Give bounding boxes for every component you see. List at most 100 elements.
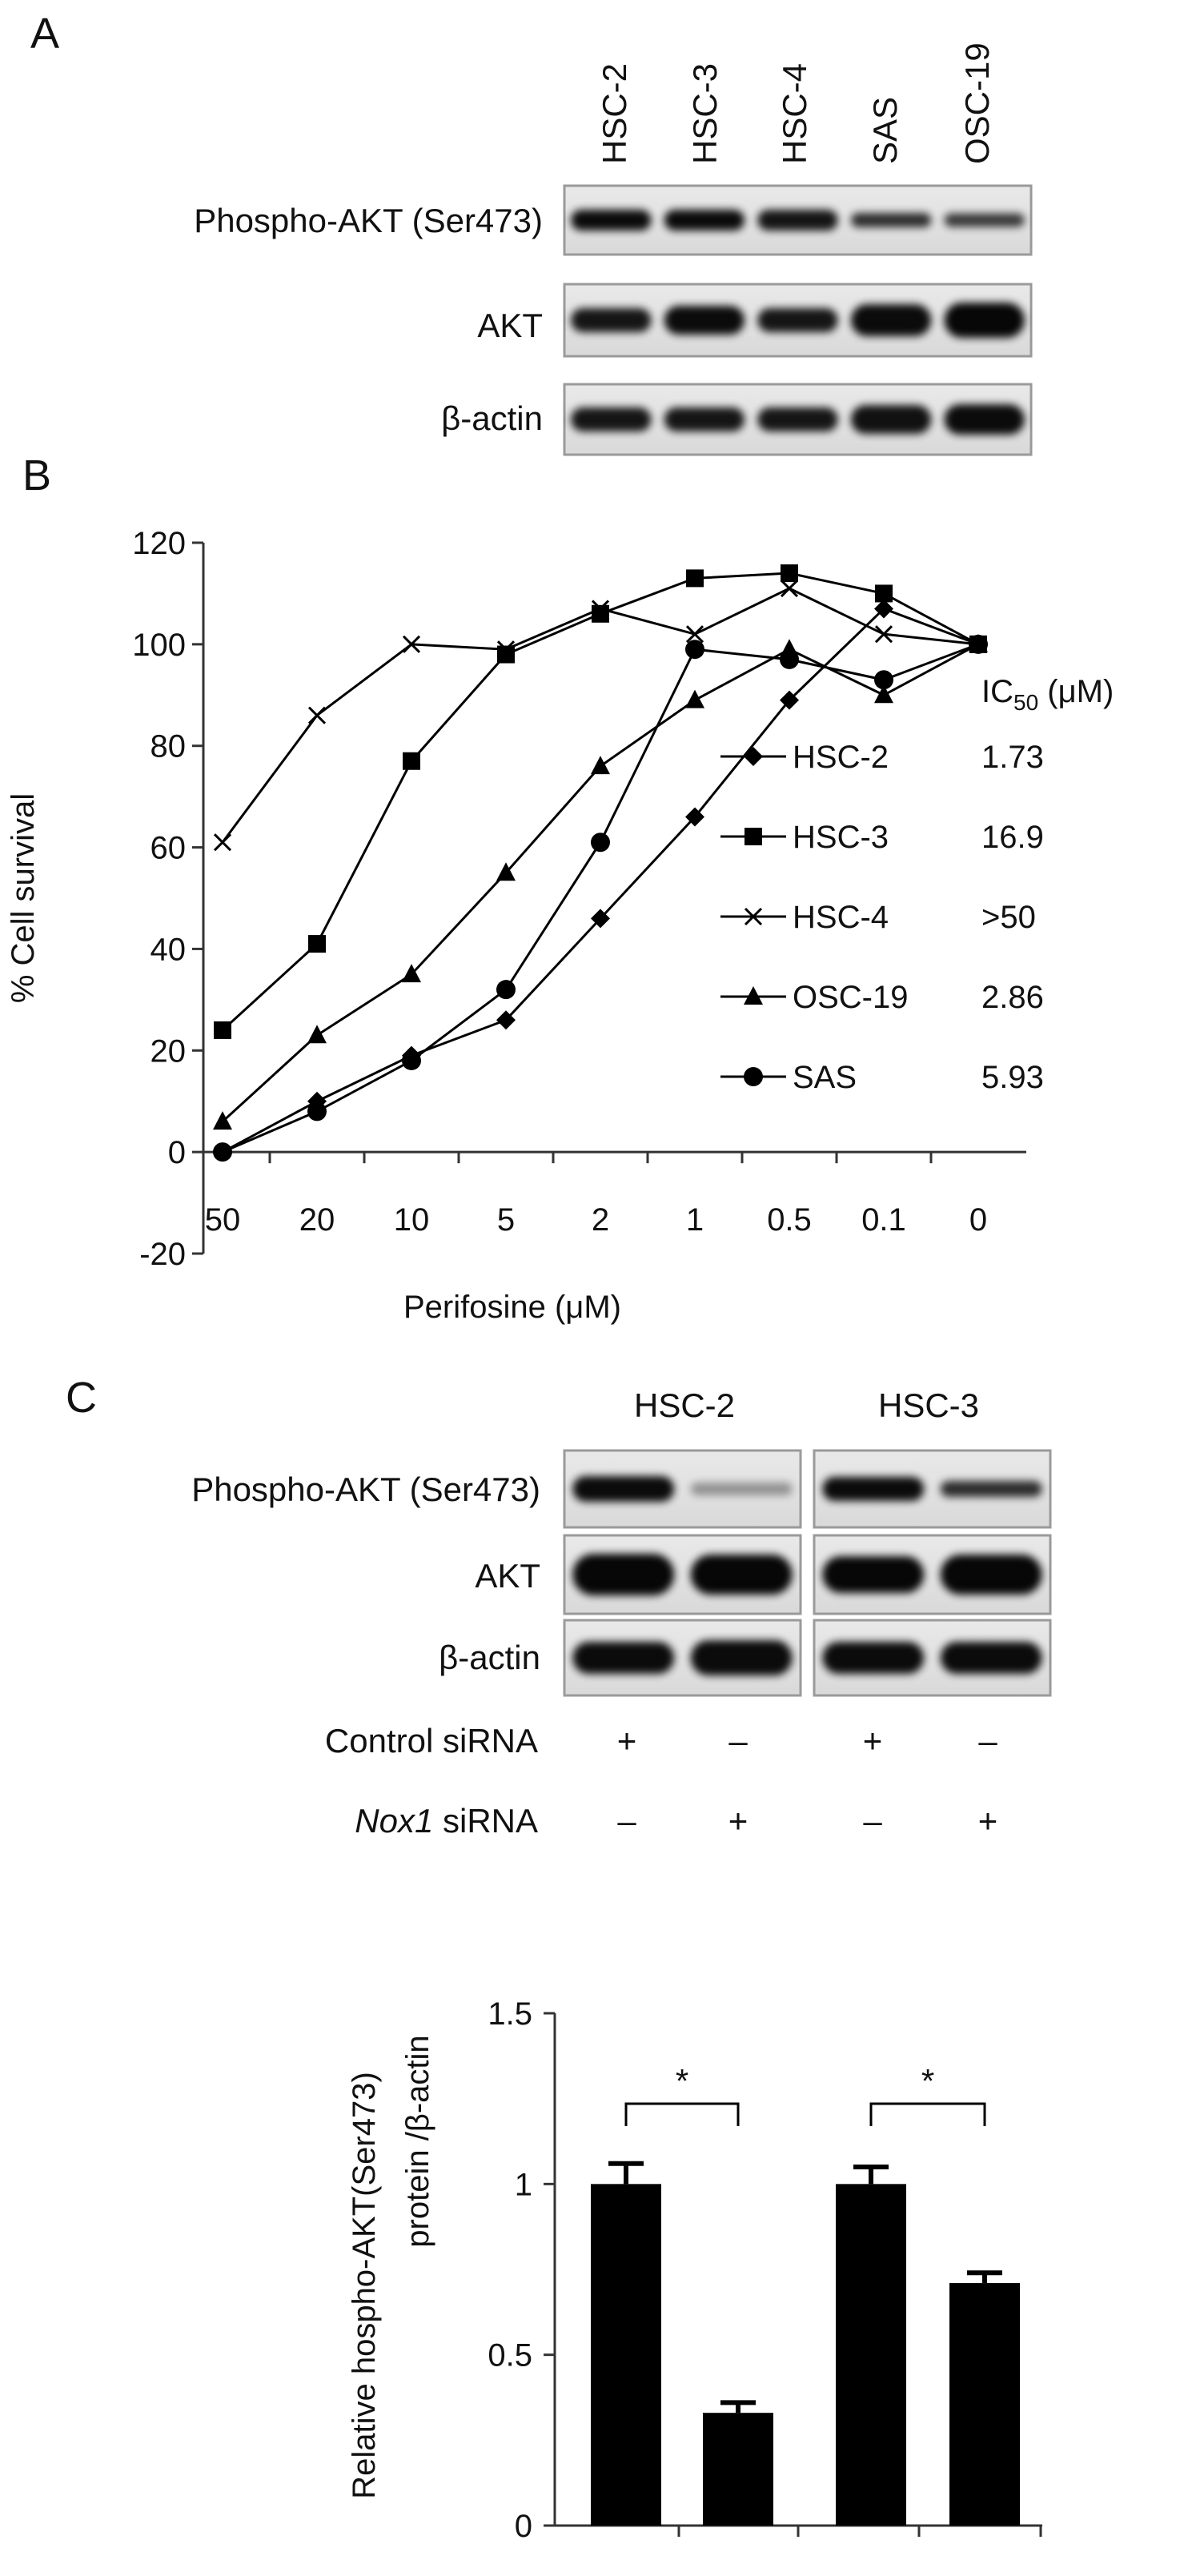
treatment-sign: + bbox=[617, 1722, 637, 1759]
treatment-sign: – bbox=[863, 1802, 882, 1840]
data-point bbox=[307, 1101, 327, 1121]
blot-band bbox=[690, 1640, 793, 1675]
blot-band bbox=[850, 213, 932, 227]
data-point bbox=[874, 684, 893, 704]
data-point bbox=[685, 625, 704, 644]
ic50-value: >50 bbox=[981, 900, 1036, 935]
legend-label: SAS bbox=[793, 1060, 857, 1095]
bar bbox=[836, 2184, 906, 2526]
data-point-stroke bbox=[685, 625, 704, 644]
x-tick-label: 2 bbox=[592, 1202, 609, 1238]
group-label: HSC-2 bbox=[634, 1386, 735, 1424]
legend-marker bbox=[744, 907, 763, 926]
series-line bbox=[221, 643, 979, 1123]
legend-marker bbox=[744, 986, 763, 1005]
blot-row-label: Phospho-AKT (Ser473) bbox=[191, 1471, 540, 1508]
treatment-sign: + bbox=[978, 1802, 998, 1840]
data-point-stroke bbox=[780, 580, 799, 598]
blot-band bbox=[940, 1642, 1042, 1674]
data-point bbox=[874, 599, 893, 619]
y-tick-label: 20 bbox=[151, 1033, 187, 1069]
relative-phospho-akt-bar-chart: 0 0.5 1 1.5 * * Relative hospho-AKT(Ser473) pro… bbox=[347, 1996, 1042, 2544]
panel-c: C HSC-2 HSC-3 Phospho-AKT (Ser473) AKT β-act… bbox=[66, 1374, 1052, 2544]
blot-row-label: Phospho-AKT (Ser473) bbox=[194, 202, 543, 239]
blot-band bbox=[664, 306, 745, 335]
blot-band bbox=[571, 407, 652, 431]
y-tick-label: 0 bbox=[515, 2509, 532, 2544]
blot-band bbox=[690, 1483, 793, 1495]
data-point bbox=[213, 1142, 232, 1162]
data-point bbox=[213, 1111, 232, 1130]
data-point bbox=[874, 625, 893, 644]
blot-band bbox=[822, 1477, 925, 1501]
treatment-text: siRNA bbox=[433, 1802, 538, 1840]
data-point bbox=[496, 980, 516, 1000]
lane-label: OSC-19 bbox=[958, 42, 996, 164]
significance-star: * bbox=[921, 2062, 934, 2100]
blot-band bbox=[822, 1642, 925, 1674]
data-point bbox=[496, 640, 516, 659]
treatment-sign: – bbox=[978, 1722, 997, 1759]
treatment-sign: – bbox=[728, 1722, 748, 1759]
x-tick-label: 0 bbox=[969, 1202, 987, 1238]
data-point-stroke bbox=[496, 640, 516, 659]
blot-akt bbox=[563, 283, 1033, 358]
blot-c-actin-hsc3 bbox=[813, 1619, 1052, 1697]
blot-band bbox=[850, 304, 932, 336]
y-tick-label: 40 bbox=[151, 932, 187, 967]
lane-label: SAS bbox=[866, 97, 904, 164]
blot-c-phospho-hsc2 bbox=[563, 1449, 802, 1529]
data-point bbox=[402, 635, 421, 653]
blot-band bbox=[572, 1476, 675, 1502]
data-point bbox=[686, 569, 704, 588]
legend-marker bbox=[744, 828, 762, 845]
blot-band bbox=[850, 405, 932, 434]
y-tick-label: 120 bbox=[132, 526, 186, 561]
x-tick-label: 10 bbox=[394, 1202, 430, 1238]
data-point-stroke bbox=[874, 625, 893, 644]
y-tick-label: 60 bbox=[151, 831, 187, 866]
blot-row-label: AKT bbox=[475, 1557, 540, 1595]
lane-label: HSC-4 bbox=[776, 63, 813, 164]
data-point bbox=[591, 833, 610, 853]
series-HSC-2 bbox=[213, 599, 988, 1162]
data-point bbox=[874, 670, 893, 690]
data-point bbox=[685, 807, 704, 827]
ic50-header: IC50 (μM) bbox=[981, 674, 1114, 715]
treatment-sign: + bbox=[728, 1802, 749, 1840]
data-point bbox=[213, 833, 232, 852]
data-point bbox=[875, 584, 893, 603]
blot-band bbox=[571, 308, 652, 332]
data-point bbox=[214, 1021, 231, 1039]
significance-bracket bbox=[624, 2102, 740, 2126]
data-point-stroke bbox=[591, 600, 610, 618]
blot-band bbox=[944, 404, 1025, 435]
data-point bbox=[307, 706, 327, 724]
data-point-stroke bbox=[213, 833, 232, 852]
data-point bbox=[781, 564, 798, 583]
x-tick-label: 50 bbox=[205, 1202, 241, 1238]
data-point bbox=[780, 580, 799, 598]
blot-band bbox=[944, 213, 1025, 227]
x-tick-label: 0.5 bbox=[767, 1202, 812, 1238]
blot-band bbox=[940, 1481, 1042, 1497]
data-point bbox=[496, 862, 516, 881]
significance-bracket bbox=[869, 2102, 986, 2126]
y-axis-title-line2: protein /β-actin bbox=[400, 2035, 435, 2247]
treatment-sign: + bbox=[863, 1722, 883, 1759]
data-point bbox=[591, 909, 610, 929]
series-line bbox=[222, 607, 979, 1154]
data-point-stroke bbox=[307, 706, 327, 724]
blot-band bbox=[757, 210, 838, 231]
legend-marker bbox=[744, 1067, 763, 1086]
blot-beta-actin bbox=[563, 383, 1033, 456]
blot-row-label: AKT bbox=[477, 307, 543, 344]
data-point bbox=[969, 634, 988, 654]
data-point bbox=[780, 649, 799, 669]
blot-band bbox=[944, 303, 1025, 338]
blot-band bbox=[664, 210, 745, 231]
lane-label: HSC-3 bbox=[686, 63, 724, 164]
panel-c-letter: C bbox=[66, 1374, 97, 1422]
series-SAS bbox=[213, 634, 988, 1162]
